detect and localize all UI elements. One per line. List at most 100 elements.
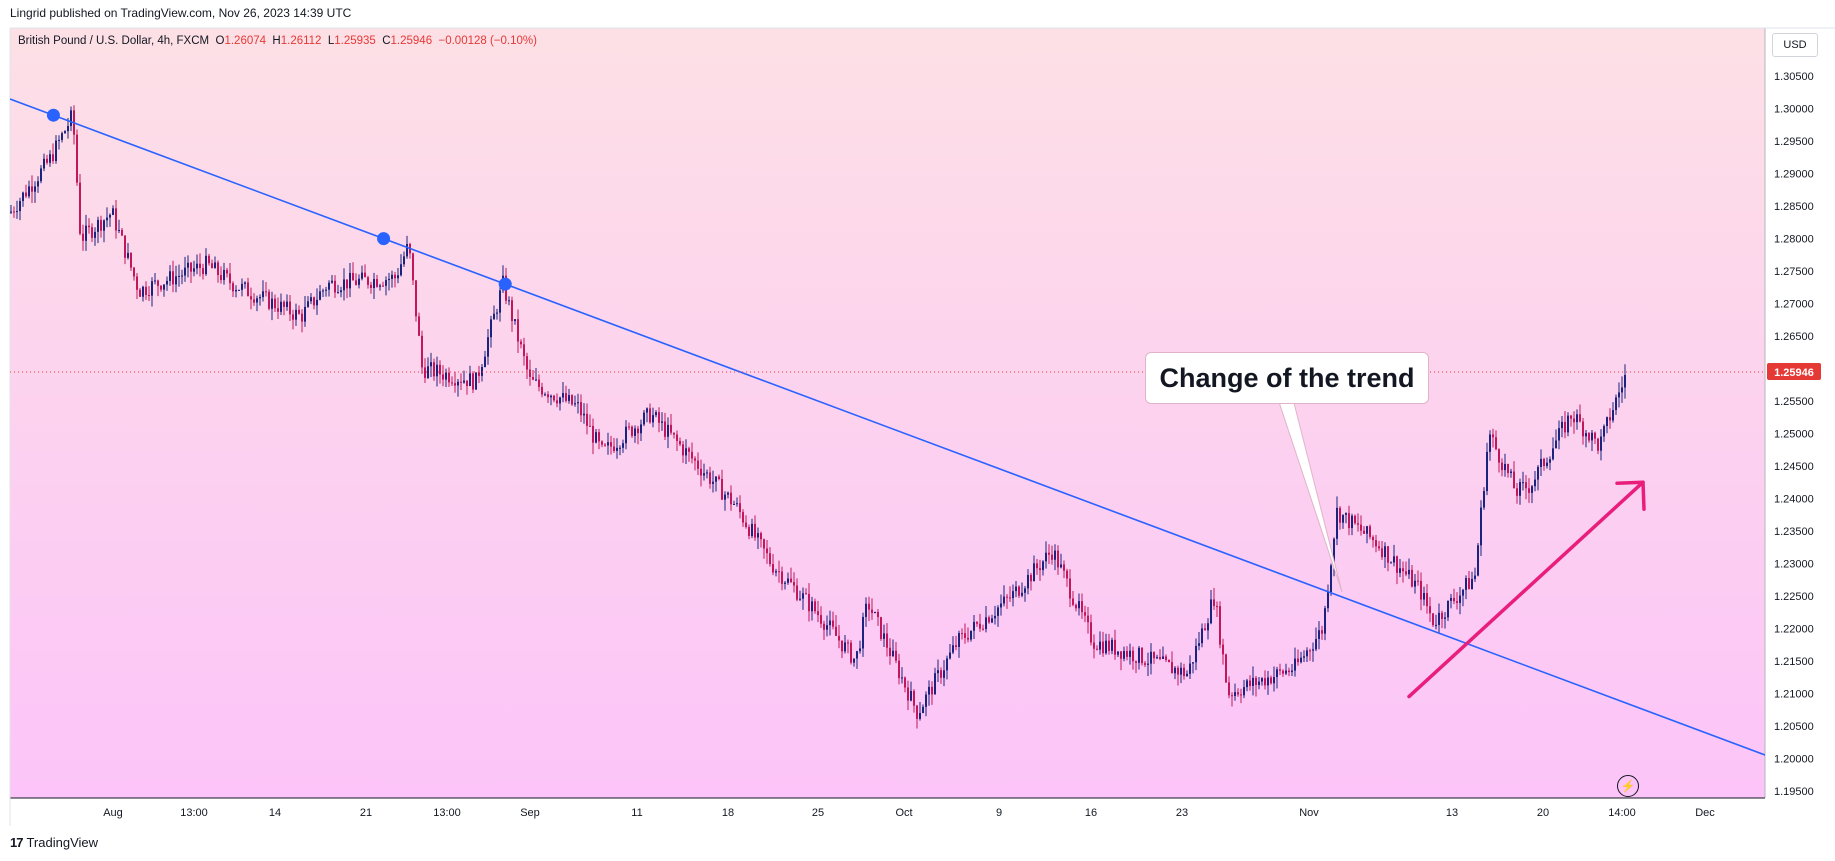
- candle-body: [1084, 612, 1086, 616]
- candle-body: [637, 428, 639, 434]
- x-tick-label: Nov: [1299, 807, 1319, 819]
- candle-body: [478, 372, 480, 376]
- candle-body: [1258, 681, 1260, 686]
- candle-body: [1381, 548, 1383, 558]
- candle-body: [1279, 669, 1281, 671]
- candle-body: [1309, 650, 1311, 652]
- candle-body: [577, 402, 579, 404]
- candle-body: [1480, 507, 1482, 546]
- candle-body: [520, 341, 522, 345]
- candle-body: [1024, 588, 1026, 593]
- candle-body: [1249, 680, 1251, 686]
- candle-body: [1144, 663, 1146, 665]
- y-tick-label: 1.19500: [1774, 786, 1814, 798]
- candle-body: [1468, 578, 1470, 590]
- candle-body: [1534, 479, 1536, 487]
- candle-body: [1459, 595, 1461, 603]
- candle-body: [967, 637, 969, 640]
- candle-body: [832, 620, 834, 627]
- candle-body: [871, 609, 873, 614]
- candle-body: [160, 285, 162, 290]
- y-tick-label: 1.29000: [1774, 169, 1814, 181]
- candle-body: [922, 706, 924, 714]
- candle-body: [715, 476, 717, 482]
- candle-body: [856, 651, 858, 659]
- candle-body: [373, 279, 375, 288]
- price-axis-panel[interactable]: [1765, 28, 1835, 798]
- candle-body: [1222, 644, 1224, 655]
- trend-callout[interactable]: Change of the trend: [1145, 352, 1429, 404]
- x-tick-label: 25: [812, 807, 824, 819]
- candle-body: [1315, 639, 1317, 650]
- candle-body: [265, 291, 267, 293]
- candle-body: [1582, 421, 1584, 437]
- candle-body: [130, 252, 132, 268]
- candle-body: [424, 367, 426, 379]
- candle-body: [1075, 604, 1077, 609]
- candle-body: [1588, 433, 1590, 441]
- candle-body: [82, 233, 84, 241]
- candle-body: [1438, 612, 1440, 625]
- candle-body: [1099, 641, 1101, 650]
- candle-body: [484, 356, 486, 368]
- candle-body: [829, 620, 831, 626]
- currency-selector[interactable]: USD: [1772, 33, 1818, 57]
- candle-body: [1354, 515, 1356, 524]
- candle-body: [937, 670, 939, 674]
- uptrend-arrow[interactable]: [1407, 480, 1645, 699]
- y-tick-label: 1.26500: [1774, 331, 1814, 343]
- candle-body: [853, 658, 855, 663]
- trendline-touch-point[interactable]: [377, 232, 391, 246]
- candle-body: [52, 154, 54, 162]
- candle-body: [1600, 436, 1602, 451]
- candle-body: [307, 301, 309, 307]
- lightning-icon[interactable]: ⚡: [1617, 775, 1639, 797]
- candle-body: [1090, 622, 1092, 643]
- symbol-name[interactable]: British Pound / U.S. Dollar, 4h, FXCM: [18, 35, 210, 47]
- candle-body: [1402, 568, 1404, 572]
- candle-body: [1201, 628, 1203, 644]
- candle-body: [820, 615, 822, 624]
- candle-body: [1369, 526, 1371, 537]
- time-axis-panel[interactable]: [10, 798, 1835, 826]
- y-tick-label: 1.23000: [1774, 558, 1814, 570]
- candle-body: [997, 607, 999, 616]
- candle-body: [1045, 552, 1047, 562]
- candle-body: [325, 289, 327, 291]
- candle-body: [772, 564, 774, 573]
- candle-body: [1486, 451, 1488, 492]
- candle-body: [370, 284, 372, 288]
- candle-body: [673, 432, 675, 435]
- tradingview-logo[interactable]: 17 TradingView: [10, 835, 98, 850]
- candle-body: [1267, 677, 1269, 686]
- trendline-touch-point[interactable]: [498, 277, 512, 291]
- candle-body: [115, 208, 117, 231]
- candle-body: [1168, 659, 1170, 663]
- trendline[interactable]: [10, 98, 1765, 756]
- candle-body: [928, 686, 930, 695]
- candle-body: [1009, 597, 1011, 599]
- symbol-legend[interactable]: British Pound / U.S. Dollar, 4h, FXCM O1…: [18, 35, 537, 47]
- close-value: 1.25946: [390, 35, 433, 47]
- candle-body: [1387, 546, 1389, 563]
- candle-body: [1255, 677, 1257, 686]
- candle-body: [199, 263, 201, 269]
- candle-body: [754, 523, 756, 538]
- candle-body: [232, 283, 234, 292]
- candle-body: [571, 395, 573, 405]
- candle-body: [1408, 569, 1410, 575]
- candle-body: [292, 314, 294, 320]
- candle-body: [742, 512, 744, 523]
- trendline-touch-point[interactable]: [46, 108, 60, 122]
- candle-body: [1348, 513, 1350, 529]
- candle-body: [1228, 682, 1230, 696]
- candle-body: [112, 208, 114, 215]
- candle-body: [559, 397, 561, 404]
- candle-body: [1132, 650, 1134, 662]
- candle-body: [694, 458, 696, 461]
- candle-body: [1093, 642, 1095, 649]
- candle-body: [1360, 524, 1362, 531]
- candle-body: [904, 677, 906, 688]
